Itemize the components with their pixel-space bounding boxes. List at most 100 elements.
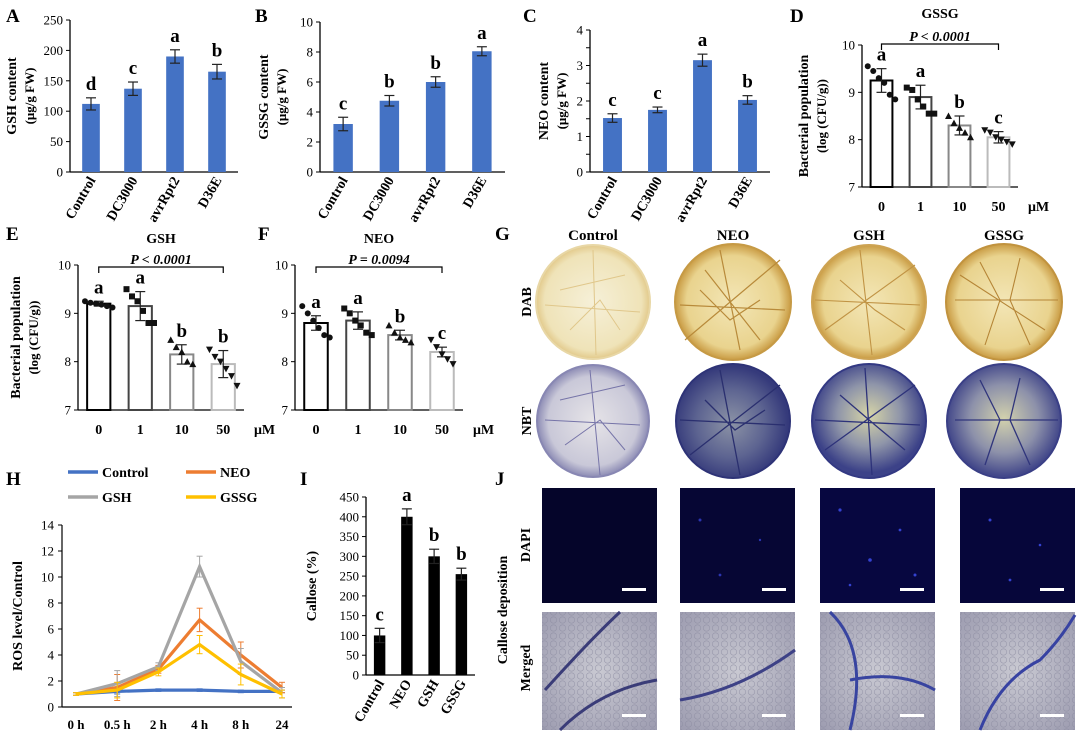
y-tick-label: 10 <box>275 258 288 273</box>
data-point <box>396 334 404 341</box>
scale-bar <box>762 588 786 591</box>
x-tick-label: D36E <box>726 175 756 211</box>
data-point <box>178 348 186 355</box>
y-tick-label: 7 <box>282 403 289 418</box>
y-tick-label: 50 <box>50 134 63 149</box>
x-unit-label: μM <box>1028 200 1049 215</box>
significance-letter: c <box>653 83 661 104</box>
merged-image-control <box>542 610 658 732</box>
data-point <box>914 96 921 103</box>
g-col-label-control: Control <box>568 228 618 244</box>
y-tick-label: 2 <box>577 94 584 109</box>
bar <box>603 118 622 172</box>
legend-label: Control <box>102 466 149 481</box>
y-axis-title: GSH content <box>5 57 20 135</box>
bar <box>373 635 386 675</box>
data-point <box>427 336 435 344</box>
significance-letter: a <box>353 288 363 309</box>
bar <box>379 100 400 172</box>
x-tick-label: avrRpt2 <box>146 175 184 226</box>
bar <box>387 334 413 412</box>
data-point <box>129 293 135 300</box>
data-point <box>433 344 440 351</box>
x-tick-label: 0 <box>95 423 102 438</box>
data-point <box>109 304 116 311</box>
bar <box>333 124 353 172</box>
panel-letter-h: H <box>6 469 21 490</box>
data-point <box>997 136 1005 144</box>
data-point <box>986 129 994 137</box>
data-point <box>931 110 938 117</box>
series-line-neo <box>75 617 283 696</box>
merged-image-gsh <box>820 610 936 731</box>
data-point <box>352 317 359 324</box>
data-point <box>310 317 317 324</box>
legend-label: NEO <box>220 466 250 481</box>
y-tick-label: 150 <box>340 608 360 623</box>
data-point <box>881 79 888 86</box>
y-tick-label: 6 <box>48 622 55 637</box>
x-tick-label: 0 <box>878 200 885 215</box>
nbt-leaf-control <box>536 364 650 478</box>
significance-letter: c <box>339 93 347 114</box>
x-tick-label: GSH <box>415 677 443 710</box>
panel-e-chart: 7 8 9 10 Bacterial population (log (CFU/g)) a 0… <box>9 232 275 438</box>
y-tick-label: 400 <box>340 509 360 524</box>
x-tick-label: 2 h <box>150 717 168 732</box>
chart-title: NEO <box>364 232 394 247</box>
x-tick-label: 10 <box>393 423 407 438</box>
panel-i-chart: 0 50 100 150 200 250 300 350 400 450 Callose (%) c C… <box>305 485 475 725</box>
data-point <box>228 373 235 380</box>
x-tick-label: Control <box>585 174 621 222</box>
data-point <box>945 112 952 119</box>
y-tick-label: 0 <box>57 165 64 180</box>
x-tick-label: Control <box>352 677 388 725</box>
y-tick-label: 1 <box>577 129 584 144</box>
y-tick-label: 250 <box>340 569 360 584</box>
x-tick-label: D36E <box>461 175 491 211</box>
x-tick-label: GSSG <box>438 677 470 717</box>
panel-letter-i: I <box>300 469 307 490</box>
y-axis-title: ROS level/Control <box>11 561 26 671</box>
data-point <box>449 361 457 368</box>
data-point <box>956 124 963 131</box>
data-point <box>346 310 353 317</box>
data-point <box>145 320 152 326</box>
significance-letter: a <box>877 45 887 66</box>
bar <box>986 136 1011 189</box>
y-axis-subtitle: (log (CFU/g)) <box>814 79 829 153</box>
data-point <box>222 365 230 373</box>
data-point <box>189 360 197 368</box>
data-point <box>920 103 927 110</box>
g-row-label-nbt: NBT <box>520 406 535 435</box>
significance-letter: a <box>698 30 708 51</box>
data-point <box>909 86 916 93</box>
data-point <box>82 298 88 305</box>
scale-bar <box>762 714 786 717</box>
bar <box>124 88 142 172</box>
data-point <box>123 286 130 293</box>
scale-bar <box>622 714 646 717</box>
x-tick-label: DC3000 <box>629 175 666 224</box>
panel-a-chart: 0 50 100 150 200 250 GSH content (μg/g FW) d Cont… <box>5 13 238 226</box>
data-point <box>341 305 348 312</box>
data-point <box>357 322 364 329</box>
j-side-label: Callose deposition <box>496 556 511 665</box>
data-point <box>967 133 974 141</box>
significance-letter: a <box>311 292 321 313</box>
y-tick-label: 8 <box>48 596 55 611</box>
scale-bar <box>622 588 646 591</box>
data-point <box>183 358 191 365</box>
data-point <box>104 303 110 310</box>
bar <box>455 574 468 675</box>
data-point <box>211 353 219 361</box>
data-point <box>368 332 375 339</box>
legend-label: GSH <box>102 491 132 506</box>
x-tick-label: 10 <box>953 200 967 215</box>
merged-image-gssg <box>960 612 1077 731</box>
j-row-label-dapi: DAPI <box>519 528 534 562</box>
data-point <box>864 63 871 70</box>
significance-letter: b <box>742 72 753 93</box>
panel-d-chart: 7 8 9 10 Bacterial population (log (CFU/g)) a 0… <box>797 7 1049 215</box>
